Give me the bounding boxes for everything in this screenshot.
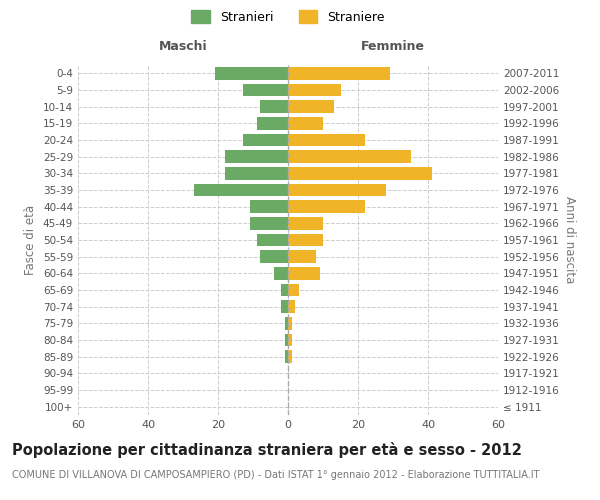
Bar: [288, 284, 299, 296]
Bar: [288, 300, 295, 313]
Bar: [288, 267, 320, 280]
Bar: [288, 250, 316, 263]
Bar: [288, 184, 386, 196]
Text: Femmine: Femmine: [361, 40, 425, 54]
Text: Popolazione per cittadinanza straniera per età e sesso - 2012: Popolazione per cittadinanza straniera p…: [12, 442, 522, 458]
Bar: [225, 167, 288, 179]
Legend: Stranieri, Straniere: Stranieri, Straniere: [191, 10, 385, 24]
Y-axis label: Anni di nascita: Anni di nascita: [563, 196, 576, 284]
Text: Maschi: Maschi: [158, 40, 208, 54]
Bar: [284, 350, 288, 363]
Bar: [284, 334, 288, 346]
Bar: [288, 234, 323, 246]
Bar: [242, 84, 288, 96]
Text: COMUNE DI VILLANOVA DI CAMPOSAMPIERO (PD) - Dati ISTAT 1° gennaio 2012 - Elabora: COMUNE DI VILLANOVA DI CAMPOSAMPIERO (PD…: [12, 470, 539, 480]
Bar: [288, 84, 341, 96]
Bar: [288, 200, 365, 213]
Bar: [288, 150, 410, 163]
Bar: [250, 200, 288, 213]
Bar: [288, 317, 292, 330]
Bar: [288, 350, 292, 363]
Bar: [284, 317, 288, 330]
Y-axis label: Fasce di età: Fasce di età: [25, 205, 37, 275]
Bar: [288, 117, 323, 130]
Bar: [215, 67, 288, 80]
Bar: [281, 284, 288, 296]
Bar: [225, 150, 288, 163]
Bar: [288, 100, 334, 113]
Bar: [288, 334, 292, 346]
Bar: [193, 184, 288, 196]
Bar: [288, 134, 365, 146]
Bar: [288, 67, 389, 80]
Bar: [257, 117, 288, 130]
Bar: [257, 234, 288, 246]
Bar: [281, 300, 288, 313]
Bar: [260, 100, 288, 113]
Bar: [288, 167, 431, 179]
Bar: [242, 134, 288, 146]
Bar: [260, 250, 288, 263]
Bar: [250, 217, 288, 230]
Bar: [288, 217, 323, 230]
Bar: [274, 267, 288, 280]
